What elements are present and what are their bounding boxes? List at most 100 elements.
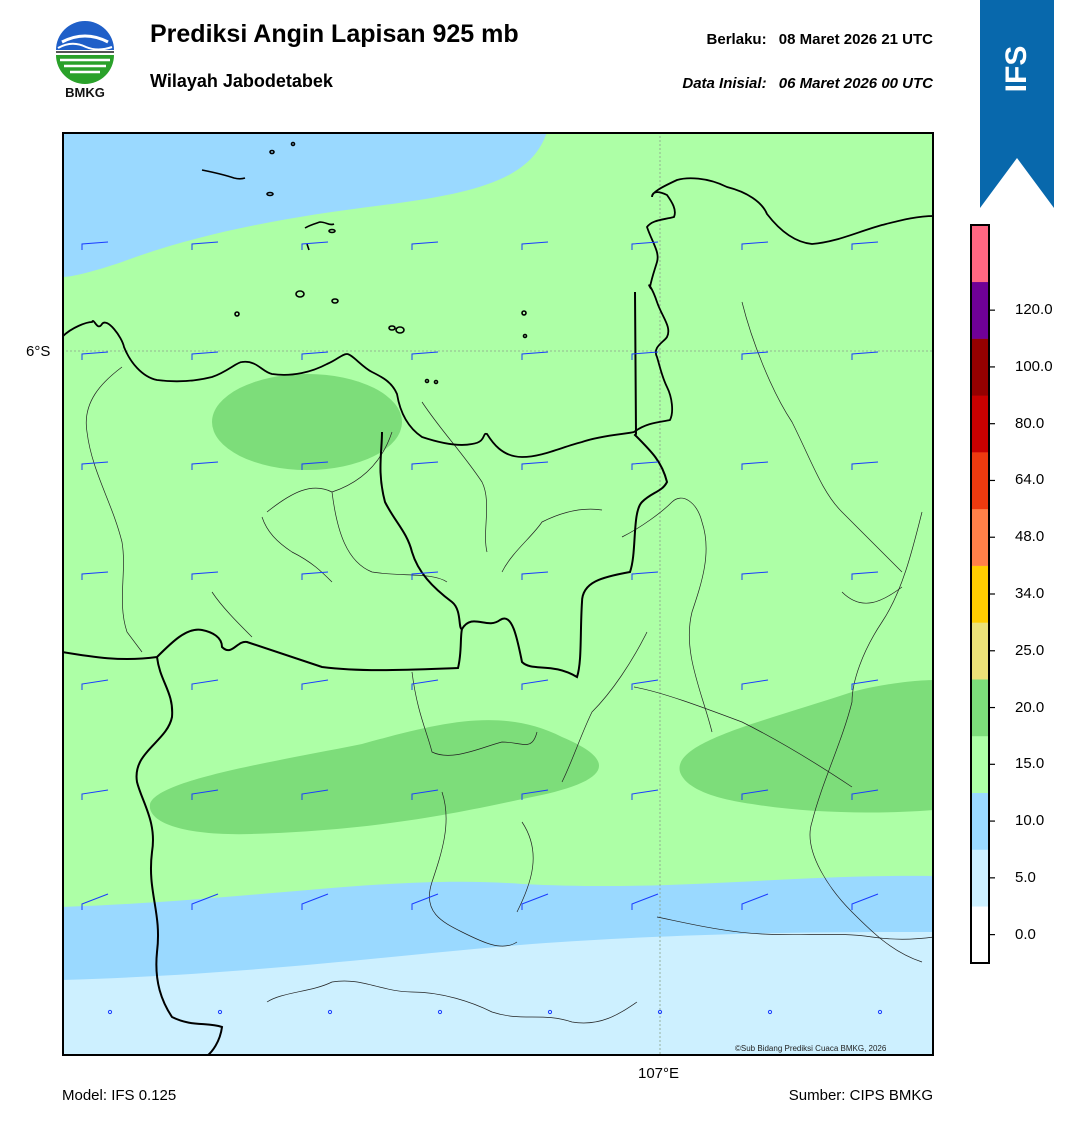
ribbon-shape — [980, 0, 1054, 208]
colorbar-cell — [971, 395, 989, 453]
wind-field-0-5-south — [62, 932, 934, 1056]
wind-barb — [81, 679, 109, 690]
colorbar-cell — [971, 565, 989, 623]
calm-wind-marker — [217, 1009, 223, 1015]
wind-barb — [411, 571, 439, 580]
wind-barb — [411, 461, 439, 470]
colorbar-tick-label: 48.0 — [1015, 528, 1045, 546]
map-frame — [62, 132, 934, 1056]
init-time: 06 Maret 2026 00 UTC — [778, 75, 933, 92]
province-boundaries — [62, 291, 669, 1056]
wind-barb — [741, 351, 769, 360]
colorbar-tick-label: 34.0 — [1015, 585, 1045, 602]
wind-barb — [631, 571, 659, 580]
wind-barb — [851, 679, 879, 690]
wind-barb — [81, 571, 109, 580]
wind-barb — [521, 893, 549, 910]
colorbar-tick-label: 20.0 — [1015, 698, 1045, 716]
map-subtitle: Wilayah Jabodetabek — [150, 71, 333, 91]
colorbar-cell — [971, 281, 989, 339]
calm-wind-marker — [767, 1009, 773, 1015]
wind-barb — [301, 351, 329, 360]
wind-barb — [741, 679, 769, 690]
wind-barb — [631, 351, 659, 360]
wind-barb — [521, 461, 549, 470]
colorbar-cell — [971, 338, 989, 396]
bmkg-logo-icon — [56, 21, 114, 84]
wind-barb — [741, 789, 769, 800]
colorbar-cell — [971, 735, 989, 793]
wind-barb — [411, 351, 439, 360]
wind-barb — [851, 789, 879, 800]
latitude-label: 6°S — [26, 343, 51, 360]
wind-barb — [81, 241, 109, 250]
wind-barb — [411, 789, 439, 800]
calm-wind-marker — [437, 1009, 443, 1015]
wind-barb — [631, 893, 659, 910]
colorbar-cell — [971, 849, 989, 907]
model-label: Model: IFS 0.125 — [62, 1087, 177, 1104]
wind-barb — [851, 351, 879, 360]
colorbar-cell — [971, 906, 989, 964]
wind-barb — [521, 679, 549, 690]
wind-barb — [851, 241, 879, 250]
colorbar-cell — [971, 622, 989, 680]
wind-barb — [741, 571, 769, 580]
wind-barb — [81, 461, 109, 470]
colorbar-tick-label: 15.0 — [1015, 755, 1045, 773]
wind-barb — [191, 461, 219, 470]
wind-speed-colorbar — [970, 224, 995, 964]
valid-label: Berlaku: — [706, 31, 767, 48]
wind-field-15-20-central — [149, 720, 600, 835]
valid-time: 08 Maret 2026 21 UTC — [778, 31, 933, 48]
model-badge-label: IFS — [1000, 45, 1033, 93]
wind-barb — [191, 351, 219, 360]
wind-barb — [631, 789, 659, 800]
calm-wind-marker — [877, 1009, 883, 1015]
calm-wind-marker — [327, 1009, 333, 1015]
wind-field-15-20-east — [679, 680, 934, 813]
wind-barb — [81, 893, 109, 910]
wind-barb — [191, 571, 219, 580]
calm-wind-marker — [107, 1009, 113, 1015]
wind-barb — [81, 351, 109, 360]
wind-barb — [411, 679, 439, 690]
wind-barb — [521, 571, 549, 580]
wind-barb — [411, 241, 439, 250]
wind-barb — [631, 461, 659, 470]
wind-barb — [191, 679, 219, 690]
wind-barb — [631, 241, 659, 250]
wind-barb — [521, 241, 549, 250]
ribbon-label-box: IFS — [980, 34, 1054, 104]
wind-barb — [301, 679, 329, 690]
calm-wind-marker — [657, 1009, 663, 1015]
wind-barb — [81, 789, 109, 800]
wind-field-5-10-north — [62, 132, 547, 277]
thousand-islands — [201, 141, 528, 385]
wind-barb — [631, 679, 659, 690]
colorbar-tick-label: 64.0 — [1015, 471, 1045, 489]
wind-barb — [191, 893, 219, 910]
bmkg-logo: BMKG — [52, 20, 118, 104]
colorbar-tick-label: 0.0 — [1015, 925, 1036, 943]
wind-barb — [741, 241, 769, 250]
wind-barb — [301, 461, 329, 470]
wind-barb — [741, 893, 769, 910]
wind-barb — [301, 571, 329, 580]
wind-barbs — [81, 241, 883, 1015]
wind-barb — [741, 461, 769, 470]
colorbar-tick-label: 5.0 — [1015, 868, 1036, 886]
valid-time-row: Berlaku: 08 Maret 2026 21 UTC — [707, 31, 933, 48]
map-credit: ©Sub Bidang Prediksi Cuaca BMKG, 2026 — [735, 1044, 887, 1053]
colorbar-cell — [971, 508, 989, 566]
wind-barb — [301, 789, 329, 800]
wind-map — [62, 132, 934, 1056]
wind-barb — [851, 571, 879, 580]
colorbar-cell — [971, 225, 989, 283]
source-label: Sumber: CIPS BMKG — [788, 1087, 933, 1104]
wind-barb — [521, 789, 549, 800]
colorbar-cell — [971, 452, 989, 510]
longitude-label: 107°E — [638, 1065, 680, 1082]
wind-barb — [851, 461, 879, 470]
colorbar-tick-label: 10.0 — [1015, 812, 1045, 830]
